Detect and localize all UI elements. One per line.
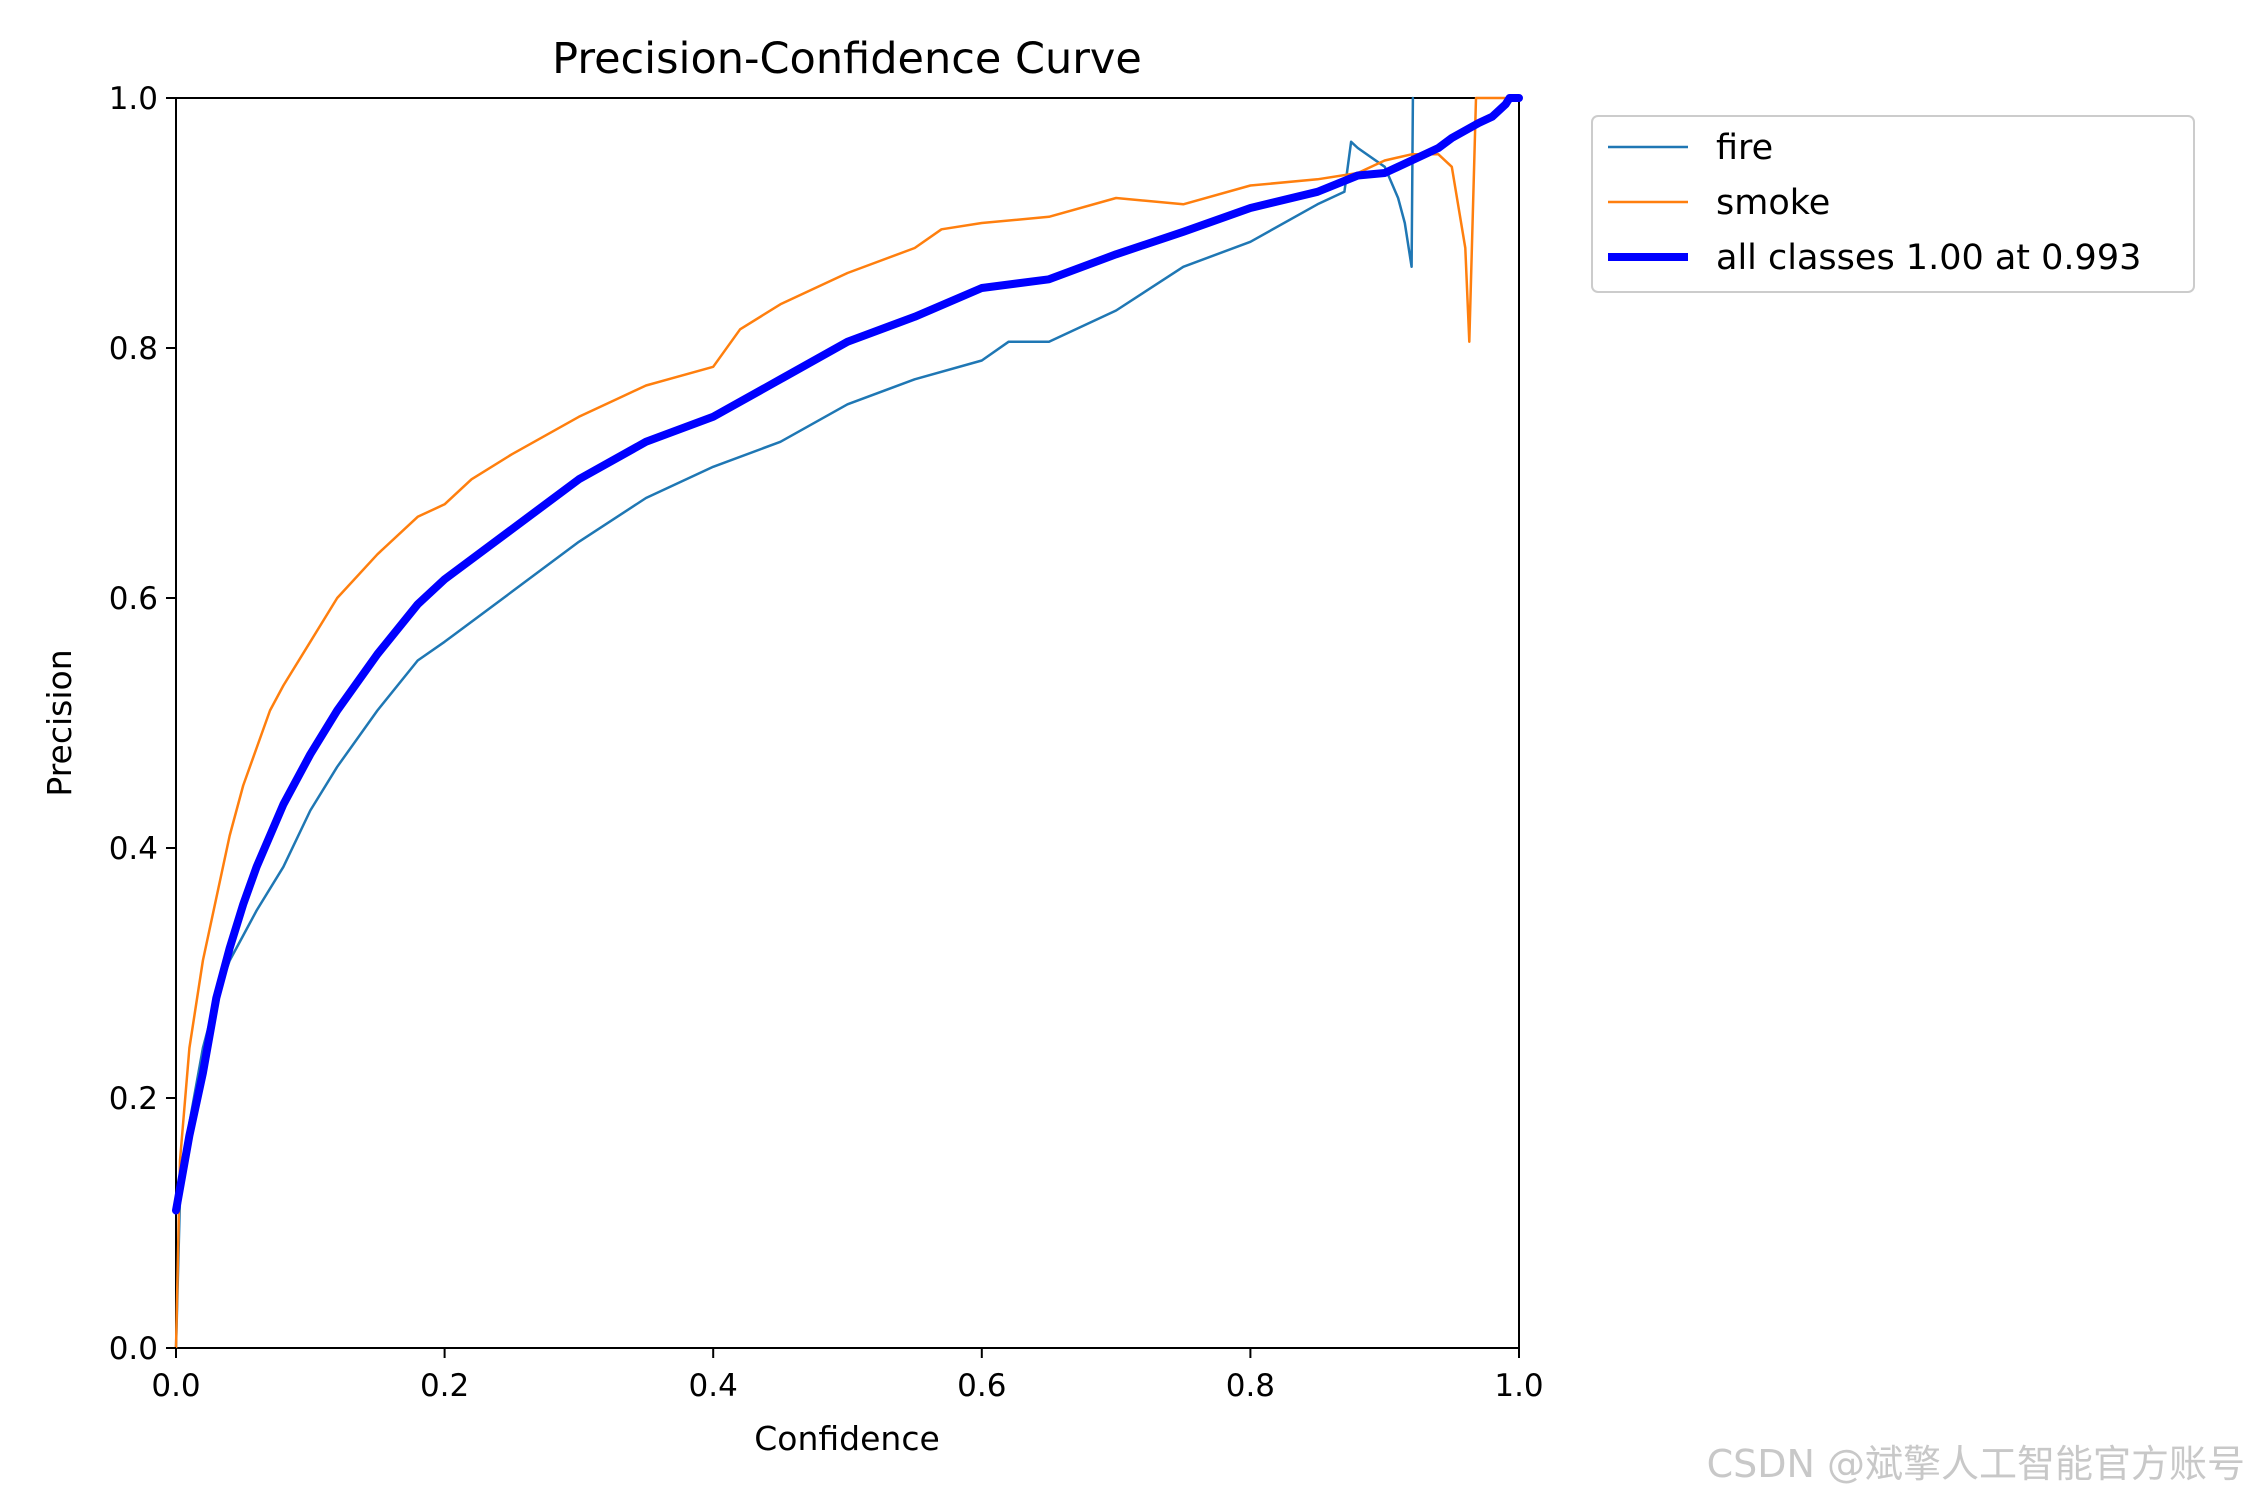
y-tick-label: 0.4: [109, 831, 158, 867]
y-tick-label: 0.6: [109, 581, 158, 617]
legend-entries: fire smoke all classes 1.00 at 0.993: [1608, 128, 2141, 278]
x-tick-label: 1.0: [1494, 1368, 1543, 1404]
x-axis-ticks: 0.0 0.2 0.4 0.6 0.8 1.0: [151, 1348, 1544, 1404]
y-axis-ticks: 0.0 0.2 0.4 0.6 0.8 1.0: [109, 81, 176, 1367]
y-tick-label: 0.8: [109, 331, 158, 367]
x-tick-label: 0.0: [151, 1368, 200, 1404]
legend-label-all: all classes 1.00 at 0.993: [1716, 238, 2141, 278]
legend-label-smoke: smoke: [1716, 183, 1830, 223]
series-layer: [172, 94, 1523, 1350]
series-line-fire: [174, 96, 1415, 1350]
x-tick-label: 0.2: [420, 1368, 469, 1404]
series-line-smoke: [174, 96, 1521, 1350]
legend-box: [1591, 115, 2195, 293]
plot-area: [172, 94, 1523, 1350]
x-axis-label: Confidence: [754, 1419, 940, 1458]
x-tick-label: 0.6: [957, 1368, 1006, 1404]
x-tick-label: 0.8: [1226, 1368, 1275, 1404]
y-tick-label: 0.0: [109, 1331, 158, 1367]
legend: fire smoke all classes 1.00 at 0.993: [1591, 115, 2195, 293]
y-tick-label: 1.0: [109, 81, 158, 117]
plot-frame: [175, 97, 1520, 1349]
y-tick-label: 0.2: [109, 1081, 158, 1117]
chart-title: Precision-Confidence Curve: [552, 34, 1142, 84]
y-axis-label: Precision: [40, 649, 79, 796]
x-tick-label: 0.4: [689, 1368, 738, 1404]
watermark: CSDN @斌擎人工智能官方账号: [1707, 1442, 2245, 1486]
series-line-all-all: [172, 94, 1523, 1215]
legend-label-fire: fire: [1716, 128, 1773, 168]
